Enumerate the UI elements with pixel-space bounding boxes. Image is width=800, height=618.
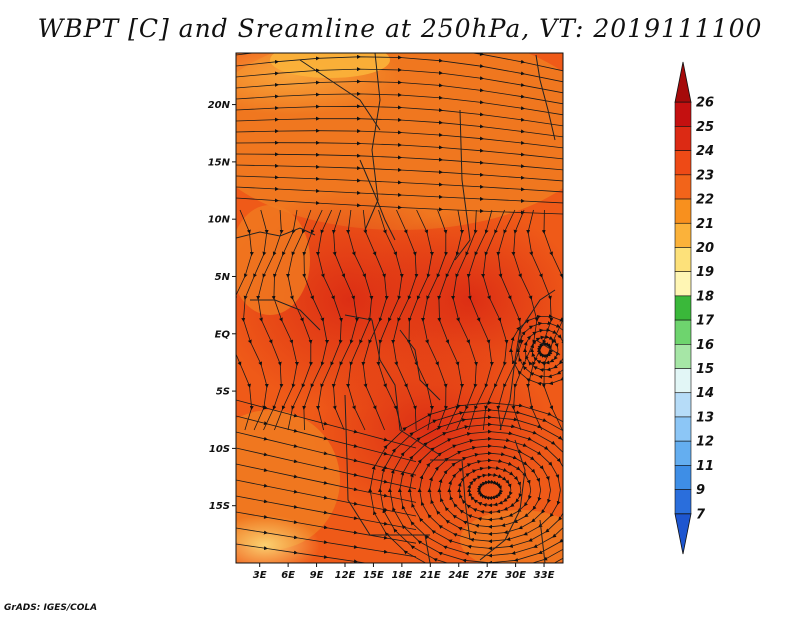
border-line: [399, 329, 441, 401]
colorbar-label: 21: [696, 217, 714, 232]
border-line: [236, 227, 316, 239]
border-line: [479, 439, 526, 561]
colorbar-label: 25: [696, 120, 714, 135]
colorbar-segment: [674, 344, 692, 369]
border-line: [364, 53, 381, 231]
lat-tick-label: 15N: [208, 157, 231, 168]
border-line: [424, 534, 431, 563]
lon-tick-label: 27E: [477, 570, 498, 581]
colorbar-label: 18: [696, 289, 714, 304]
colorbar-label: 20: [696, 241, 714, 256]
colorbar-segment: [674, 222, 692, 248]
border-line: [250, 299, 321, 331]
lon-tick-label: 15E: [363, 570, 384, 581]
map-axes: 20N 15N 10N 5N EQ 5S 10S 15S 3E 6E 9E 12E 15E 18E 21E 2…: [208, 100, 555, 581]
colorbar-label: 22: [696, 193, 714, 208]
colorbar-segment: [674, 295, 692, 321]
colorbar-label: 9: [696, 483, 705, 498]
colorbar-top-arrow: [674, 61, 692, 103]
colorbar-label: 13: [696, 410, 714, 425]
colorbar-label: 7: [696, 507, 706, 522]
colorbar-segment: [674, 126, 692, 151]
streamline: [509, 314, 563, 386]
border-line: [454, 109, 471, 261]
colorbar-label: 24: [696, 144, 714, 159]
colorbar-segment: [674, 150, 692, 176]
colorbar-segment: [674, 465, 692, 490]
lat-tick-label: 20N: [208, 100, 231, 111]
border-line: [430, 459, 471, 541]
lon-tick-label: 33E: [534, 570, 555, 581]
colorbar-label: 12: [696, 435, 714, 450]
lat-tick-label: EQ: [215, 329, 231, 340]
chart-title: WBPT [C] and Sreamline at 250hPa, VT: 20…: [37, 14, 763, 43]
lon-tick-label: 18E: [391, 570, 412, 581]
streamline: [236, 197, 563, 215]
border-line: [499, 289, 556, 431]
colorbar-segment: [674, 247, 692, 272]
border-line: [535, 54, 556, 141]
map-panel: [236, 53, 563, 563]
lat-tick-label: 10N: [208, 215, 231, 226]
colorbar-segment: [674, 416, 692, 442]
lon-tick-label: 30E: [505, 570, 526, 581]
colorbar-segment: [674, 392, 692, 418]
lat-tick-label: 5S: [216, 387, 230, 398]
colorbar-segment: [674, 319, 692, 345]
lat-tick-label: 5N: [215, 272, 231, 283]
border-line: [344, 314, 441, 456]
lon-tick-label: 21E: [420, 570, 441, 581]
colorbar: 26 25 24 23 22 21 20 19 18 17 16 15 14 13 12 11 9 7: [674, 61, 715, 555]
colorbar-label: 11: [696, 459, 714, 474]
colorbar-segment: [674, 174, 692, 200]
colorbar-segment: [674, 271, 692, 297]
colorbar-label: 15: [696, 362, 714, 377]
map-frame: [235, 52, 564, 564]
field-west-patch: [236, 205, 310, 315]
streamline: [236, 543, 388, 563]
border-line: [344, 394, 430, 536]
lon-tick-label: 9E: [310, 570, 324, 581]
colorbar-label: 14: [696, 386, 714, 401]
lon-tick-label: 6E: [281, 570, 295, 581]
streamlines: [236, 53, 563, 563]
country-borders: [236, 53, 561, 563]
lat-tick-label: 10S: [209, 444, 230, 455]
lat-tick-label: 15S: [209, 501, 230, 512]
colorbar-label: 23: [696, 168, 714, 183]
colorbar-segment: [674, 440, 692, 466]
colorbar-label: 26: [696, 96, 714, 111]
lon-tick-label: 12E: [335, 570, 356, 581]
lon-tick-label: 3E: [253, 570, 267, 581]
colorbar-segment: [674, 489, 692, 515]
colorbar-segment: [674, 101, 692, 127]
colorbar-bottom-arrow: [674, 513, 692, 555]
border-line: [299, 59, 381, 131]
colorbar-segment: [674, 368, 692, 394]
colorbar-label: 16: [696, 338, 714, 353]
colorbar-label: 17: [696, 314, 715, 329]
border-line: [535, 339, 561, 356]
lon-tick-label: 24E: [448, 570, 469, 581]
colorbar-segment: [674, 198, 692, 224]
credit-text: GrADS: IGES/COLA: [4, 603, 98, 613]
border-line: [359, 159, 396, 241]
colorbar-label: 19: [696, 265, 714, 280]
border-line: [539, 519, 546, 563]
